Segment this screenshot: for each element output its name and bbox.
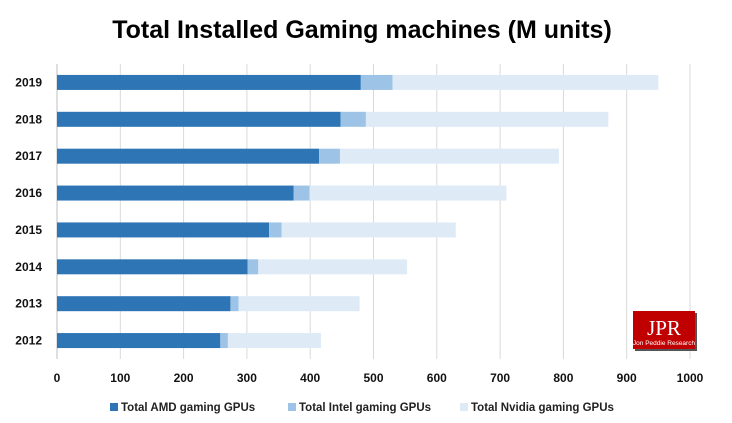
legend-swatch: [110, 403, 118, 411]
legend: Total AMD gaming GPUs Total Intel gaming …: [110, 402, 614, 414]
bar-2016-series-0: [57, 185, 294, 201]
y-tick-label: 2012: [15, 334, 42, 348]
x-tick-label: 300: [237, 371, 257, 385]
y-tick-label: 2017: [15, 149, 42, 163]
x-tick-label: 500: [363, 371, 383, 385]
y-tick-label: 2019: [15, 75, 42, 89]
x-tick-label: 400: [300, 371, 320, 385]
gridlines: [56, 64, 691, 359]
y-axis-ticks: 2019 2018 2017 2016 2015 2014 2013 2012: [15, 75, 42, 347]
x-tick-label: 800: [553, 371, 573, 385]
chart-title: Total Installed Gaming machines (M units…: [112, 16, 612, 44]
x-tick-label: 200: [174, 371, 194, 385]
legend-swatch: [288, 403, 296, 411]
bar-2012-series-2: [227, 333, 321, 349]
bar-2019-series-0: [57, 74, 361, 90]
y-tick-label: 2014: [15, 260, 42, 274]
bar-2014-series-0: [57, 259, 248, 275]
x-tick-label: 900: [617, 371, 637, 385]
bar-2015-series-0: [57, 222, 270, 238]
bar-2013-series-0: [57, 296, 231, 312]
bar-2012-series-0: [57, 333, 221, 349]
bar-2013-series-2: [238, 296, 360, 312]
legend-label: Total Intel gaming GPUs: [299, 402, 431, 414]
legend-swatch: [460, 403, 468, 411]
x-tick-label: 100: [110, 371, 130, 385]
bar-2018-series-1: [340, 111, 366, 127]
y-tick-label: 2016: [15, 186, 42, 200]
bar-2017-series-1: [319, 148, 340, 164]
bar-2012-series-1: [220, 333, 228, 349]
bar-2016-series-2: [309, 185, 507, 201]
bar-2014-series-1: [247, 259, 259, 275]
bar-2018-series-2: [365, 111, 609, 127]
bar-2017-series-0: [57, 148, 320, 164]
bar-2015-series-1: [269, 222, 282, 238]
bar-2018-series-0: [57, 111, 341, 127]
logo-main-text: JPR: [647, 316, 681, 340]
x-tick-label: 600: [427, 371, 447, 385]
logo-box: [633, 311, 695, 349]
x-axis-ticks: 0 100 200 300 400 500 600 700 800 900 1000: [54, 371, 704, 385]
bar-2014-series-2: [258, 259, 408, 275]
x-tick-label: 0: [54, 371, 61, 385]
bar-2016-series-1: [293, 185, 310, 201]
bar-2017-series-2: [339, 148, 559, 164]
y-tick-label: 2018: [15, 112, 42, 126]
legend-label: Total Nvidia gaming GPUs: [471, 402, 614, 414]
y-tick-label: 2013: [15, 297, 42, 311]
x-tick-label: 1000: [677, 371, 704, 385]
jpr-logo: JPR Jon Peddie Research: [633, 311, 697, 351]
y-tick-label: 2015: [15, 223, 42, 237]
bars: [57, 74, 659, 349]
logo-sub-text: Jon Peddie Research: [633, 340, 696, 347]
bar-2019-series-2: [392, 74, 659, 90]
x-tick-label: 700: [490, 371, 510, 385]
bar-2013-series-1: [230, 296, 239, 312]
bar-2015-series-2: [281, 222, 456, 238]
bar-2019-series-1: [360, 74, 393, 90]
legend-label: Total AMD gaming GPUs: [121, 402, 255, 414]
